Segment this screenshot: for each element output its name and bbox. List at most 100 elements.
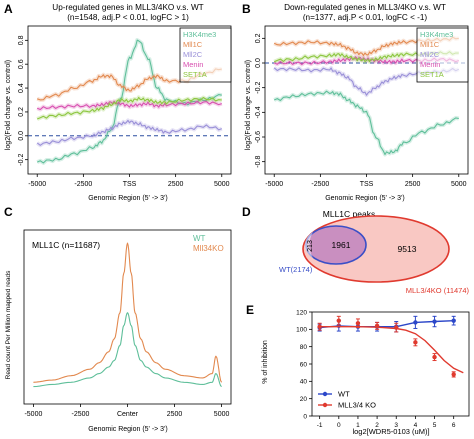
series-line-wt <box>33 312 222 388</box>
legend-entry: H3K4me3 <box>183 30 216 39</box>
panel-letter-a: A <box>4 2 13 16</box>
y-tick-label: 0.6 <box>18 59 25 69</box>
chart-c-xlabel: Genomic Region (5' -> 3') <box>88 426 168 433</box>
x-tick-label: 2500 <box>168 181 184 188</box>
legend-entry: Mll34KO <box>193 244 224 253</box>
x-tick-label: TSS <box>360 181 374 188</box>
x-tick-label: -2500 <box>74 181 92 188</box>
data-point-mll3-4-ko <box>413 340 418 345</box>
legend-entry: Mll2C <box>420 50 440 59</box>
chart-c-ylabel: Read count Per Million mapped reads <box>5 270 12 380</box>
x-tick-label: 5000 <box>214 411 230 418</box>
y-tick-label: 60 <box>300 361 308 368</box>
legend-entry: MLL3/4 KO <box>338 401 376 410</box>
chart-e-ylabel: % of inhibition <box>262 340 269 384</box>
x-tick-label: 1 <box>356 422 360 429</box>
y-tick-label: -0.6 <box>255 131 262 143</box>
y-tick-label: -0.2 <box>18 154 25 166</box>
venn-left-only-region <box>304 232 313 258</box>
x-tick-label: -5000 <box>265 181 283 188</box>
y-tick-label: 80 <box>300 344 308 351</box>
chart-e: % of inhibition log2[WDR5-0103 (uM)] -1 0… <box>262 309 470 436</box>
chart-a-xlabel: Genomic Region (5' -> 3') <box>88 195 168 202</box>
y-tick-label: 0.0 <box>18 131 25 141</box>
panel-letter-c: C <box>4 205 13 219</box>
series-line-mll1c <box>37 68 222 101</box>
data-point-mll3-4-ko <box>317 324 322 329</box>
y-tick-label: 20 <box>300 396 308 403</box>
series-line-mll2c <box>36 119 223 146</box>
legend-entry: WT <box>338 390 350 399</box>
chart-e-xlabel: log2[WDR5-0103 (uM)] <box>352 427 429 436</box>
chart-b-title-line2: (n=1377, adj.P < 0.01, logFC < -1) <box>303 13 428 22</box>
x-tick-label: -5000 <box>24 411 42 418</box>
legend-entry: SET1A <box>420 70 444 79</box>
x-tick-label: 5 <box>433 422 437 429</box>
data-point-mll3-4-ko <box>336 318 342 323</box>
legend-entry: H3K4me3 <box>420 30 453 39</box>
legend-entry: SET1A <box>183 70 207 79</box>
fit-line-mll3-4-ko <box>319 326 464 374</box>
chart-a-title-line2: (n=1548, adj.P < 0.01, logFC > 1) <box>67 13 189 22</box>
y-tick-label: 0.8 <box>18 35 25 45</box>
x-tick-label: 2 <box>375 422 379 429</box>
chart-b-xlabel: Genomic Region (5' -> 3') <box>325 195 405 202</box>
y-tick-label: 120 <box>296 309 307 316</box>
y-tick-label: -0.8 <box>255 156 262 168</box>
x-tick-label: -2500 <box>72 411 90 418</box>
series-line-mll1c <box>273 36 459 57</box>
x-tick-label: 3 <box>394 422 398 429</box>
series-band-mll2c <box>35 118 223 148</box>
data-point-mll3-4-ko <box>374 323 380 329</box>
y-tick-label: -0.2 <box>255 82 262 94</box>
y-tick-label: 0.4 <box>18 83 25 93</box>
x-tick-label: -1 <box>317 422 323 429</box>
y-tick-label: -0.4 <box>255 106 262 118</box>
venn-diagram: MLL1C peaks 213 1961 9513 WT(2174) MLL3/… <box>279 209 470 295</box>
y-tick-label: 40 <box>300 379 308 386</box>
chart-c: MLL1C (n=11687) Read count Per Million m… <box>5 229 232 433</box>
chart-b-ylabel: log2(Fold change vs. control) <box>245 60 252 150</box>
y-tick-label: 0 <box>303 413 307 420</box>
x-tick-label: 6 <box>452 422 456 429</box>
series-line-mll2c <box>273 67 460 96</box>
chart-a: Up-regulated genes in MLL3/4KO v.s. WT (… <box>5 3 232 202</box>
y-tick-label: 100 <box>296 327 307 334</box>
series-line-set1a <box>273 51 459 63</box>
x-tick-label: Center <box>117 411 139 418</box>
venn-right-only-count: 9513 <box>398 244 417 254</box>
y-tick-label: 0.2 <box>18 107 25 117</box>
series-band-h3k4me3 <box>273 89 460 157</box>
legend-marker-wt <box>322 391 328 397</box>
x-tick-label: 0 <box>337 422 341 429</box>
legend-entry: Menin <box>183 60 203 69</box>
panel-letter-e: E <box>246 303 255 317</box>
venn-wt-label: WT(2174) <box>279 265 313 274</box>
chart-a-ylabel: log2(Fold change vs. control) <box>5 60 12 150</box>
chart-c-annotation: MLL1C (n=11687) <box>32 240 100 250</box>
legend-box <box>179 27 232 83</box>
legend-entry: WT <box>193 234 206 243</box>
x-tick-label: -5000 <box>28 181 46 188</box>
panel-letter-b: B <box>242 2 251 16</box>
x-tick-label: 4 <box>414 422 418 429</box>
chart-b: Down-regulated genes in MLL3/4KO v.s. WT… <box>245 3 469 202</box>
venn-overlap-count: 1961 <box>332 240 351 250</box>
venn-ko-label: MLL3/4KO (11474) <box>406 286 470 295</box>
legend-entry: Mll2C <box>183 50 203 59</box>
x-tick-label: 5000 <box>451 181 467 188</box>
x-tick-label: 2500 <box>405 181 421 188</box>
legend-marker-mll3-4-ko <box>322 402 328 408</box>
data-point-mll3-4-ko <box>394 325 399 330</box>
data-point-wt <box>432 319 437 324</box>
data-point-mll3-4-ko <box>432 354 437 360</box>
legend-entry: Mll1C <box>183 40 203 49</box>
data-point-wt <box>413 320 418 325</box>
y-tick-label: 0.2 <box>255 33 262 43</box>
venn-title: MLL1C peaks <box>323 209 375 219</box>
series-line-set1a <box>36 96 222 120</box>
series-line-h3k4me3 <box>273 90 459 156</box>
x-tick-label: 5000 <box>214 181 230 188</box>
data-point-wt <box>451 318 456 323</box>
legend-entry: Menin <box>420 60 440 69</box>
